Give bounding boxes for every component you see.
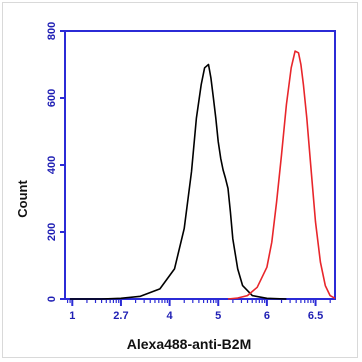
plot-area <box>64 30 336 300</box>
x-tick-label: 6.5 <box>308 310 323 322</box>
y-tick-label: 0 <box>46 296 58 302</box>
x-tick-label: 2.7 <box>113 310 128 322</box>
y-axis-ticks: 0 200 400 600 800 <box>46 22 65 302</box>
series-line-black <box>69 63 287 300</box>
series-group <box>69 50 336 300</box>
series-line-red <box>227 50 336 300</box>
x-axis-title: Alexa488-anti-B2M <box>127 336 252 352</box>
y-tick-label: 400 <box>46 156 58 174</box>
y-tick-label: 200 <box>46 223 58 241</box>
x-tick-label: 6 <box>264 310 270 322</box>
chart-frame: 1 2.7 4 5 6 6.5 0 200 400 600 800 Count Alexa488-… <box>2 2 358 358</box>
x-tick-label: 4 <box>167 310 174 322</box>
x-tick-label: 5 <box>215 310 221 322</box>
y-tick-label: 800 <box>46 22 58 40</box>
y-tick-label: 600 <box>46 89 58 107</box>
x-minor-ticks <box>66 299 331 303</box>
y-axis-title: Count <box>15 180 30 218</box>
x-tick-label: 1 <box>69 310 75 322</box>
histogram-chart: 1 2.7 4 5 6 6.5 0 200 400 600 800 Count Alexa488-… <box>15 22 336 352</box>
x-axis-ticks: 1 2.7 4 5 6 6.5 <box>69 299 323 322</box>
